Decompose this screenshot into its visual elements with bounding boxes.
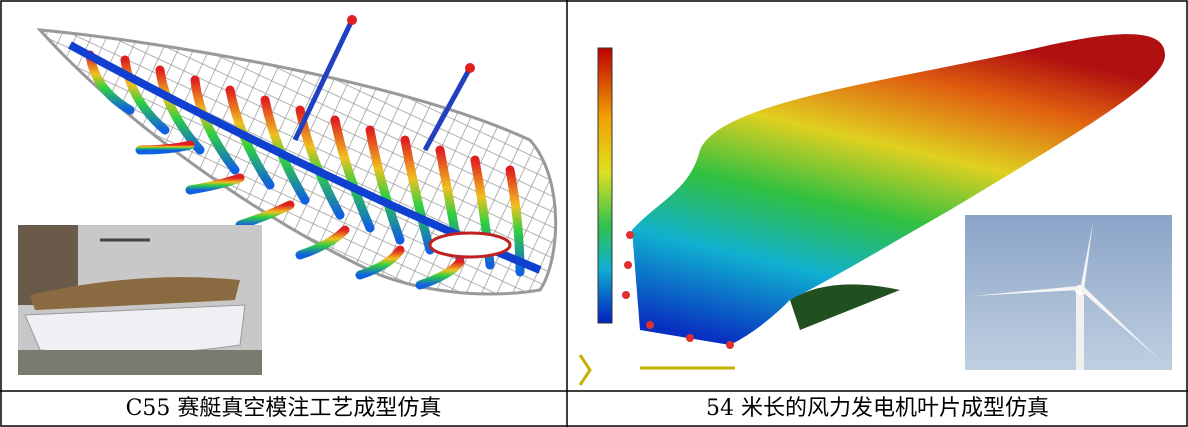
turbine-photo (965, 215, 1172, 370)
blade-simulation (578, 34, 1165, 386)
caption: 54 米长的风力发电机叶片成型仿真 (706, 396, 1049, 421)
boat-simulation (36, 15, 558, 296)
caption: C55 赛艇真空模注工艺成型仿真 (125, 396, 442, 421)
boat-photo (18, 225, 262, 375)
